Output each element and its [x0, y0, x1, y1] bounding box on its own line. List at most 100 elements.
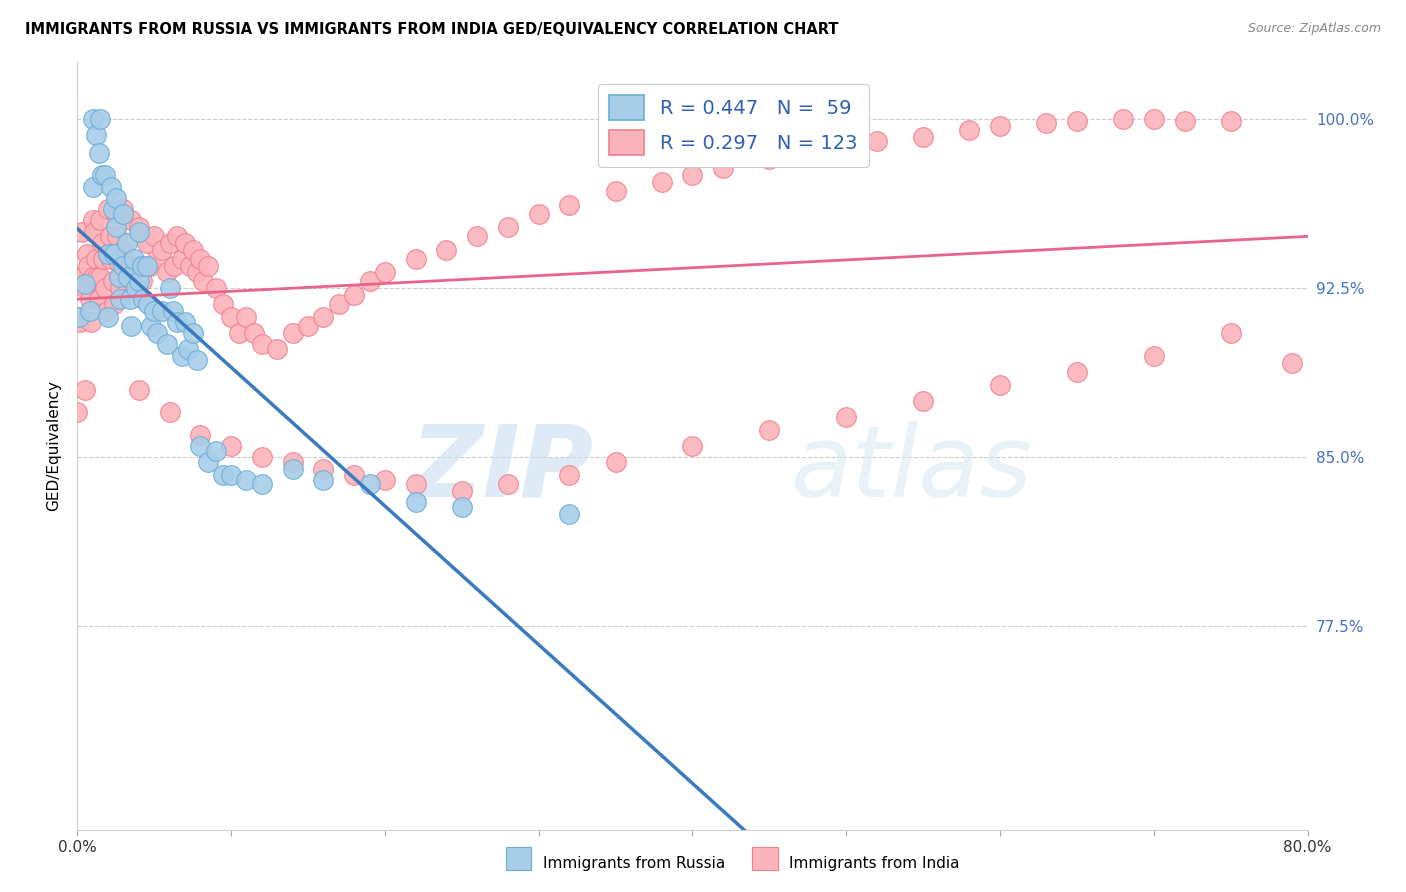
Point: [112, 259, 135, 273]
Point: [170, 349, 193, 363]
Point: [711, 161, 734, 176]
Point: [104, 220, 127, 235]
Point: [66, 310, 89, 325]
Point: [558, 507, 581, 521]
Point: [235, 310, 257, 325]
Point: [250, 477, 273, 491]
Point: [120, 259, 142, 273]
Point: [243, 326, 266, 341]
Point: [405, 252, 427, 266]
Point: [527, 206, 550, 220]
Point: [115, 235, 138, 250]
Point: [312, 310, 335, 325]
Point: [405, 495, 427, 509]
Point: [682, 439, 704, 453]
Point: [219, 310, 242, 325]
Point: [188, 427, 212, 442]
Point: [93, 252, 115, 266]
Point: [835, 139, 858, 153]
Point: [84, 252, 107, 266]
Point: [146, 252, 169, 266]
Point: [143, 303, 166, 318]
Point: [212, 297, 235, 311]
Point: [135, 259, 157, 273]
Point: [1143, 112, 1166, 126]
Point: [281, 326, 304, 341]
Point: [110, 293, 132, 307]
Point: [312, 473, 335, 487]
Point: [69, 315, 91, 329]
Point: [758, 423, 780, 437]
Point: [197, 455, 219, 469]
Point: [1219, 326, 1241, 341]
Point: [1219, 114, 1241, 128]
Point: [988, 119, 1011, 133]
Text: Immigrants from Russia: Immigrants from Russia: [543, 856, 725, 871]
Point: [804, 145, 827, 160]
Point: [82, 213, 104, 227]
Point: [1174, 114, 1197, 128]
Point: [343, 288, 366, 302]
Point: [159, 281, 181, 295]
Point: [174, 235, 197, 250]
Point: [122, 252, 145, 266]
Point: [136, 297, 159, 311]
Point: [128, 220, 150, 235]
Point: [97, 310, 120, 325]
Point: [155, 337, 177, 351]
Point: [66, 405, 89, 419]
Point: [651, 175, 673, 189]
Point: [79, 293, 101, 307]
Point: [177, 342, 200, 356]
Point: [359, 274, 381, 288]
Point: [174, 315, 197, 329]
Point: [118, 293, 141, 307]
Point: [112, 243, 135, 257]
Point: [281, 455, 304, 469]
Point: [82, 269, 104, 284]
Point: [94, 168, 117, 182]
Point: [70, 225, 93, 239]
Point: [166, 229, 188, 244]
Point: [67, 269, 90, 284]
Point: [605, 455, 627, 469]
Point: [204, 281, 226, 295]
Point: [465, 229, 488, 244]
Point: [957, 123, 980, 137]
Point: [159, 235, 181, 250]
Point: [108, 269, 131, 284]
Point: [115, 259, 138, 273]
Point: [219, 439, 242, 453]
Point: [250, 337, 273, 351]
Point: [146, 326, 169, 341]
Point: [108, 256, 131, 270]
Point: [405, 477, 427, 491]
Point: [105, 229, 128, 244]
Point: [866, 135, 889, 149]
Point: [104, 206, 127, 220]
Point: [374, 473, 396, 487]
Point: [450, 500, 472, 514]
Point: [89, 112, 111, 126]
Text: ZIP: ZIP: [411, 420, 595, 517]
Point: [1112, 112, 1135, 126]
Point: [328, 297, 350, 311]
Point: [281, 461, 304, 475]
Point: [1035, 116, 1057, 130]
Point: [181, 243, 204, 257]
Point: [558, 468, 581, 483]
Point: [100, 252, 122, 266]
Point: [605, 184, 627, 198]
Text: atlas: atlas: [792, 420, 1032, 517]
Point: [912, 129, 935, 144]
Point: [374, 265, 396, 279]
Point: [163, 259, 186, 273]
Point: [103, 247, 125, 261]
Point: [87, 293, 110, 307]
Point: [228, 326, 250, 341]
Point: [150, 303, 173, 318]
Point: [128, 225, 150, 239]
Point: [155, 265, 177, 279]
Point: [131, 274, 153, 288]
Point: [179, 259, 201, 273]
